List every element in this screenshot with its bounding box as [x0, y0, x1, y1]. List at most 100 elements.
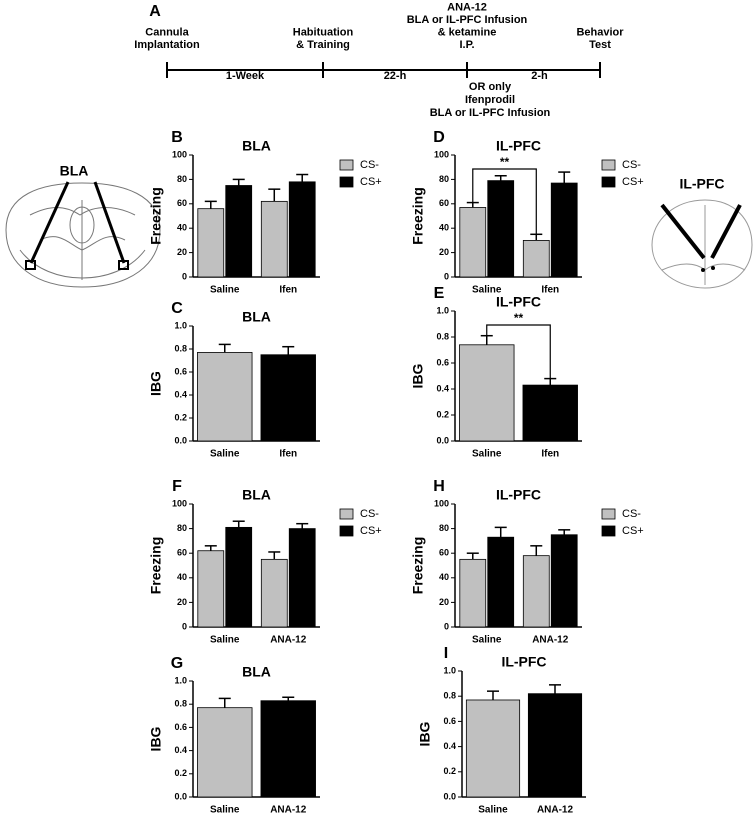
y-axis-label: IBG: [417, 721, 433, 746]
y-tick-label: 80: [177, 523, 187, 533]
bar: [465, 699, 521, 798]
chart-title: BLA: [242, 664, 271, 680]
y-tick-label: 0.6: [443, 716, 456, 726]
y-tick-label: 0.4: [174, 389, 187, 399]
y-tick-label: 0: [182, 271, 187, 281]
legend-label: CS-: [622, 508, 641, 520]
y-tick-label: 0.6: [174, 366, 187, 376]
legend-label: CS+: [622, 525, 644, 537]
target-marker: [25, 260, 36, 270]
x-tick-label: Saline: [472, 635, 502, 646]
y-tick-label: 0.8: [443, 691, 456, 701]
y-tick-label: 0.0: [174, 435, 187, 445]
cannula: [660, 203, 706, 260]
y-tick-label: 20: [439, 247, 449, 257]
timeline-event: Cannula: [145, 26, 189, 38]
bar: [197, 208, 225, 278]
timeline-interval: 1-Week: [226, 70, 265, 82]
significance-bracket: [472, 168, 537, 235]
y-tick-label: 0: [444, 271, 449, 281]
timeline-event: & ketamine: [438, 26, 497, 38]
y-tick-label: 0.2: [443, 766, 456, 776]
y-tick-label: 0.8: [436, 331, 449, 341]
y-tick-label: 60: [439, 198, 449, 208]
x-tick-label: Saline: [210, 635, 240, 646]
target-marker: [118, 260, 129, 270]
panel-label: B: [171, 129, 183, 146]
y-axis-label: IBG: [148, 726, 164, 751]
y-axis-label: Freezing: [148, 537, 164, 595]
legend-label: CS+: [360, 525, 382, 537]
x-tick-label: Saline: [210, 805, 240, 815]
legend-label: CS-: [360, 508, 379, 520]
legend-label: CS+: [622, 176, 644, 188]
legend-label: CS-: [622, 159, 641, 171]
x-tick-label: Saline: [472, 285, 502, 296]
x-tick-label: Saline: [472, 449, 502, 460]
brain-label: BLA: [60, 163, 89, 179]
cannula: [29, 181, 70, 264]
target-marker: [701, 268, 705, 272]
brain-label: IL-PFC: [679, 176, 724, 192]
bar: [522, 555, 550, 628]
y-tick-label: 0.0: [174, 791, 187, 801]
x-tick-label: ANA-12: [532, 635, 569, 646]
bar: [459, 558, 487, 628]
panel-label: A: [149, 3, 161, 20]
y-axis-label: Freezing: [410, 187, 426, 245]
y-tick-label: 20: [439, 597, 449, 607]
y-tick-label: 0.6: [436, 357, 449, 367]
timeline-event: Habituation: [293, 26, 354, 38]
y-axis-label: Freezing: [410, 537, 426, 595]
timeline-event: Implantation: [134, 39, 200, 51]
bar: [288, 528, 316, 628]
bar: [260, 558, 288, 628]
y-tick-label: 0.0: [436, 435, 449, 445]
legend-swatch: [339, 525, 354, 537]
timeline-event: ANA-12: [447, 1, 487, 13]
timeline-interval: 22-h: [384, 70, 407, 82]
timeline-event: I.P.: [459, 39, 474, 51]
chart-title: IL-PFC: [501, 654, 546, 670]
y-tick-label: 100: [172, 149, 187, 159]
legend-label: CS+: [360, 176, 382, 188]
y-tick-label: 0.6: [174, 722, 187, 732]
chart-title: BLA: [242, 309, 271, 325]
y-axis-label: Freezing: [148, 187, 164, 245]
y-tick-label: 60: [177, 548, 187, 558]
legend-swatch: [601, 176, 616, 188]
bar: [260, 354, 316, 442]
bar: [197, 707, 253, 798]
legend-swatch: [601, 159, 616, 171]
y-tick-label: 80: [177, 174, 187, 184]
chart-title: IL-PFC: [496, 138, 541, 154]
y-tick-label: 0.8: [174, 699, 187, 709]
y-tick-label: 0.2: [174, 412, 187, 422]
y-tick-label: 0.2: [436, 409, 449, 419]
legend-swatch: [339, 508, 354, 520]
chart-title: IL-PFC: [496, 487, 541, 503]
target-marker: [711, 266, 715, 270]
bar: [487, 180, 515, 278]
y-tick-label: 0.2: [174, 768, 187, 778]
timeline-event: Behavior: [576, 26, 624, 38]
x-tick-label: Ifen: [279, 449, 297, 460]
timeline-event: Test: [589, 39, 611, 51]
y-tick-label: 100: [172, 498, 187, 508]
y-axis-label: IBG: [410, 363, 426, 388]
y-tick-label: 0.4: [436, 383, 449, 393]
y-tick-label: 40: [439, 223, 449, 233]
timeline-event: & Training: [296, 39, 350, 51]
x-tick-label: ANA-12: [270, 805, 307, 815]
x-tick-label: Ifen: [541, 449, 559, 460]
timeline-event: BLA or IL-PFC Infusion: [407, 14, 528, 26]
x-tick-label: ANA-12: [270, 635, 307, 646]
y-tick-label: 1.0: [174, 675, 187, 685]
panel-label: C: [171, 300, 183, 317]
panel-label: I: [444, 645, 448, 662]
x-tick-label: Saline: [478, 805, 508, 815]
y-tick-label: 80: [439, 174, 449, 184]
y-tick-label: 0.4: [443, 741, 456, 751]
panel-label: G: [171, 655, 183, 672]
